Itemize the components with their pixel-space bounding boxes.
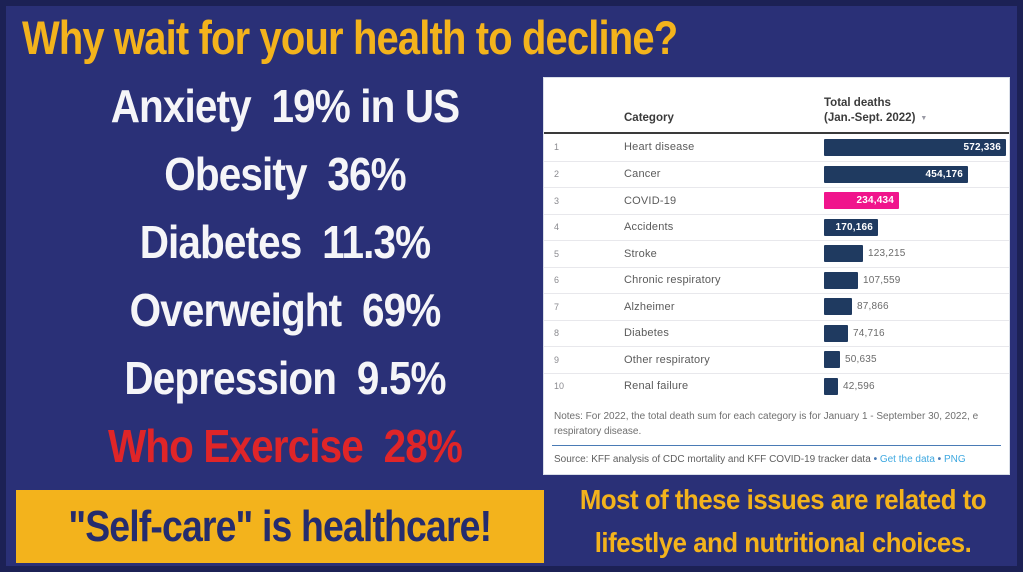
value-label: 572,336 (963, 141, 1001, 153)
table-row: 1 Heart disease 572,336 (544, 134, 1009, 161)
bar-cell: 50,635 (824, 351, 1007, 369)
chart-table-header: Category Total deaths (Jan.-Sept. 2022) ▼ (544, 78, 1009, 134)
get-the-data-link[interactable]: Get the data (879, 454, 935, 465)
stats-list: Anxiety 19% in US Obesity 36% Diabetes 11.… (20, 72, 550, 480)
note-line2: lifestlye and nutritional choices. (594, 527, 972, 558)
value-label: 87,866 (857, 301, 889, 313)
source-divider (552, 445, 1001, 446)
value-label: 170,166 (835, 221, 873, 233)
row-rank: 3 (554, 195, 560, 206)
value-bar (824, 245, 863, 263)
bar-cell: 123,215 (824, 245, 1007, 263)
bar-cell: 74,716 (824, 324, 1007, 342)
row-rank: 10 (554, 381, 565, 392)
chart-rows: 1 Heart disease 572,336 2 Cancer 454,176 3 COVI… (544, 134, 1009, 399)
value-bar: 234,434 (824, 192, 899, 210)
value-label: 107,559 (863, 274, 901, 286)
bullet-separator: • (873, 454, 880, 465)
category-label: Accidents (624, 221, 674, 234)
category-label: Diabetes (624, 327, 670, 340)
headline: Why wait for your health to decline? (22, 11, 678, 64)
value-label: 42,596 (843, 380, 875, 392)
bar-cell: 572,336 (824, 138, 1007, 156)
category-column-header: Category (624, 112, 674, 125)
row-rank: 8 (554, 328, 560, 339)
value-header-line2: (Jan.-Sept. 2022) (824, 112, 916, 125)
bottom-right-note: Most of these issues are related to life… (543, 478, 1023, 564)
value-column-header[interactable]: Total deaths (Jan.-Sept. 2022) ▼ (824, 96, 1004, 126)
notes-line1: Notes: For 2022, the total death sum for… (554, 411, 979, 422)
value-bar: 454,176 (824, 165, 968, 183)
table-row: 3 COVID-19 234,434 (544, 187, 1009, 214)
category-label: Cancer (624, 168, 661, 181)
stat-line: Obesity 36% (164, 148, 406, 200)
bar-cell: 234,434 (824, 192, 1007, 210)
note-line1: Most of these issues are related to (579, 484, 987, 515)
sort-desc-icon[interactable]: ▼ (920, 115, 928, 123)
value-header-line1: Total deaths (824, 97, 891, 110)
value-label: 74,716 (853, 327, 885, 339)
category-label: Chronic respiratory (624, 274, 721, 287)
table-row: 9 Other respiratory 50,635 (544, 346, 1009, 373)
row-rank: 5 (554, 248, 560, 259)
category-label: Heart disease (624, 141, 695, 154)
row-rank: 9 (554, 354, 560, 365)
source-text: Source: KFF analysis of CDC mortality an… (554, 454, 871, 465)
value-bar: 170,166 (824, 218, 878, 236)
bar-cell: 170,166 (824, 218, 1007, 236)
stat-line: Depression 9.5% (124, 352, 446, 404)
bar-cell: 454,176 (824, 165, 1007, 183)
banner-text: "Self-care" is healthcare! (68, 501, 493, 551)
row-rank: 2 (554, 169, 560, 180)
table-row: 10 Renal failure 42,596 (544, 372, 1009, 400)
stat-line: Who Exercise 28% (107, 420, 463, 472)
value-bar (824, 377, 838, 395)
row-rank: 6 (554, 275, 560, 286)
table-row: 2 Cancer 454,176 (544, 160, 1009, 188)
category-label: COVID-19 (624, 194, 677, 207)
chart-source: Source: KFF analysis of CDC mortality an… (544, 446, 1009, 474)
stat-line: Anxiety 19% in US (110, 80, 460, 132)
category-label: Stroke (624, 247, 657, 260)
value-bar: 572,336 (824, 138, 1006, 156)
notes-line2: respiratory disease. (554, 425, 642, 437)
category-label: Alzheimer (624, 300, 675, 313)
value-label: 50,635 (845, 354, 877, 366)
stat-line: Diabetes 11.3% (139, 216, 431, 268)
value-bar (824, 324, 848, 342)
stat-line: Overweight 69% (129, 284, 442, 336)
png-link[interactable]: PNG (943, 454, 966, 465)
deaths-chart-panel: Category Total deaths (Jan.-Sept. 2022) ▼… (543, 77, 1010, 475)
table-row: 7 Alzheimer 87,866 (544, 293, 1009, 320)
value-label: 234,434 (856, 195, 894, 207)
value-bar (824, 298, 852, 316)
table-row: 5 Stroke 123,215 (544, 240, 1009, 267)
bar-cell: 42,596 (824, 377, 1007, 395)
bullet-separator: • (934, 454, 944, 465)
row-rank: 1 (554, 142, 560, 153)
row-rank: 4 (554, 222, 560, 233)
row-rank: 7 (554, 301, 560, 312)
value-label: 123,215 (868, 248, 906, 260)
bar-cell: 107,559 (824, 271, 1007, 289)
table-row: 6 Chronic respiratory 107,559 (544, 266, 1009, 294)
table-row: 8 Diabetes 74,716 (544, 319, 1009, 347)
bar-cell: 87,866 (824, 298, 1007, 316)
category-label: Other respiratory (624, 353, 710, 366)
category-label: Renal failure (624, 380, 689, 393)
selfcare-banner: "Self-care" is healthcare! (16, 490, 544, 563)
value-label: 454,176 (925, 168, 963, 180)
value-bar (824, 271, 858, 289)
table-row: 4 Accidents 170,166 (544, 213, 1009, 241)
value-bar (824, 351, 840, 369)
chart-notes: Notes: For 2022, the total death sum for… (544, 410, 1009, 439)
